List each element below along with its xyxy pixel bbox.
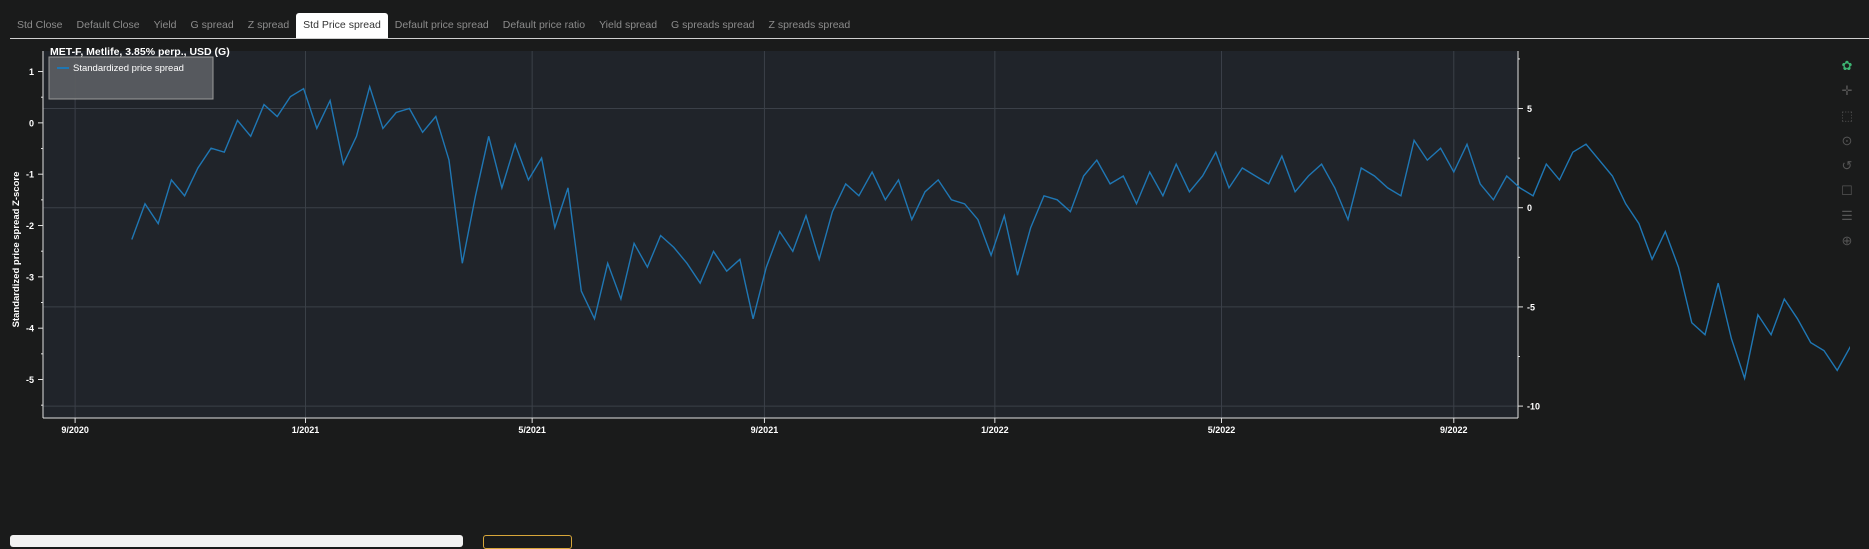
pan-icon[interactable]: ✛ xyxy=(1841,83,1853,98)
tab-yield-spread[interactable]: Yield spread xyxy=(599,19,658,31)
hover-icon[interactable]: ☰ xyxy=(1841,208,1853,223)
tab-default-close[interactable]: Default Close xyxy=(76,19,140,31)
tab-std-price-spread[interactable]: Std Price spread xyxy=(296,13,388,38)
save-icon[interactable]: ☐ xyxy=(1841,183,1853,198)
legend[interactable]: Standardized price spread xyxy=(48,56,214,100)
grid-lines xyxy=(43,51,1518,418)
price-spread-chart[interactable]: 10-1-2-3-4-5 50-5-10 9/2020 1/2021 5/2021 9… xyxy=(10,39,1869,519)
tab-g-spreads-spread[interactable]: G spreads spread xyxy=(671,19,755,31)
reset-icon[interactable]: ↺ xyxy=(1841,158,1853,173)
bottom-input-field[interactable] xyxy=(10,535,463,547)
plot-area[interactable] xyxy=(43,51,1518,418)
tab-bar: Std Close Default Close Yield G spread Z spr… xyxy=(10,13,1869,39)
y-tick-label: 1 xyxy=(29,67,34,77)
tab-z-spreads-spread[interactable]: Z spreads spread xyxy=(768,19,851,31)
y-axis-right: 5 0 -5 -10 xyxy=(1517,51,1540,418)
tab-default-price-spread[interactable]: Default price spread xyxy=(394,19,489,31)
y-axis-label: Standardized price spread Z-score xyxy=(11,172,22,328)
x-tick-label: 9/2020 xyxy=(61,425,89,435)
y-tick-label: -1 xyxy=(26,170,34,180)
x-tick-label: 5/2021 xyxy=(518,425,546,435)
y2-tick-label: -5 xyxy=(1527,302,1535,312)
crosshair-icon[interactable]: ⊕ xyxy=(1841,233,1853,248)
series-line-standardized-price-spread xyxy=(131,84,1869,381)
y-tick-label: 0 xyxy=(29,118,34,128)
tab-std-close[interactable]: Std Close xyxy=(17,19,63,31)
y-axis-left: 1 0 -1 -2 -3 -4 -5 xyxy=(26,51,44,418)
y2-tick-label: 5 xyxy=(1527,104,1532,114)
chart-panel: 1 0 -1 -2 -3 -4 -5 5 0 -5 -10 9/2020 1/2021 5/2021 9… xyxy=(10,39,1869,519)
x-tick-label: 9/2022 xyxy=(1440,425,1468,435)
tab-g-spread[interactable]: G spread xyxy=(190,19,234,31)
chart-toolbar: ✿ ✛ ⬚ ⊙ ↺ ☐ ☰ ⊕ xyxy=(1834,58,1860,258)
x-tick-label: 5/2022 xyxy=(1208,425,1236,435)
y-tick-label: -5 xyxy=(26,375,34,385)
box-zoom-icon[interactable]: ⬚ xyxy=(1840,108,1854,123)
x-axis: 9/2020 1/2021 5/2021 9/2021 1/2022 5/2022 9/20… xyxy=(43,417,1518,435)
bottom-action-button[interactable] xyxy=(483,535,572,549)
tab-yield[interactable]: Yield xyxy=(153,19,177,31)
wheel-zoom-icon[interactable]: ⊙ xyxy=(1841,133,1853,148)
y2-tick-label: -10 xyxy=(1527,402,1540,412)
x-tick-label: 1/2022 xyxy=(981,425,1009,435)
y-tick-label: -2 xyxy=(26,221,34,231)
y-tick-label: -4 xyxy=(26,324,34,334)
y-tick-label: -3 xyxy=(26,272,34,282)
legend-item[interactable]: Standardized price spread xyxy=(73,63,184,74)
bokeh-logo-icon[interactable]: ✿ xyxy=(1841,58,1853,73)
tab-default-price-ratio[interactable]: Default price ratio xyxy=(502,19,586,31)
tab-z-spread[interactable]: Z spread xyxy=(247,19,290,31)
y2-tick-label: 0 xyxy=(1527,203,1532,213)
chart-title: MET-F, Metlife, 3.85% perp., USD (G) xyxy=(50,46,230,58)
x-tick-label: 9/2021 xyxy=(751,425,779,435)
x-tick-label: 1/2021 xyxy=(292,425,320,435)
